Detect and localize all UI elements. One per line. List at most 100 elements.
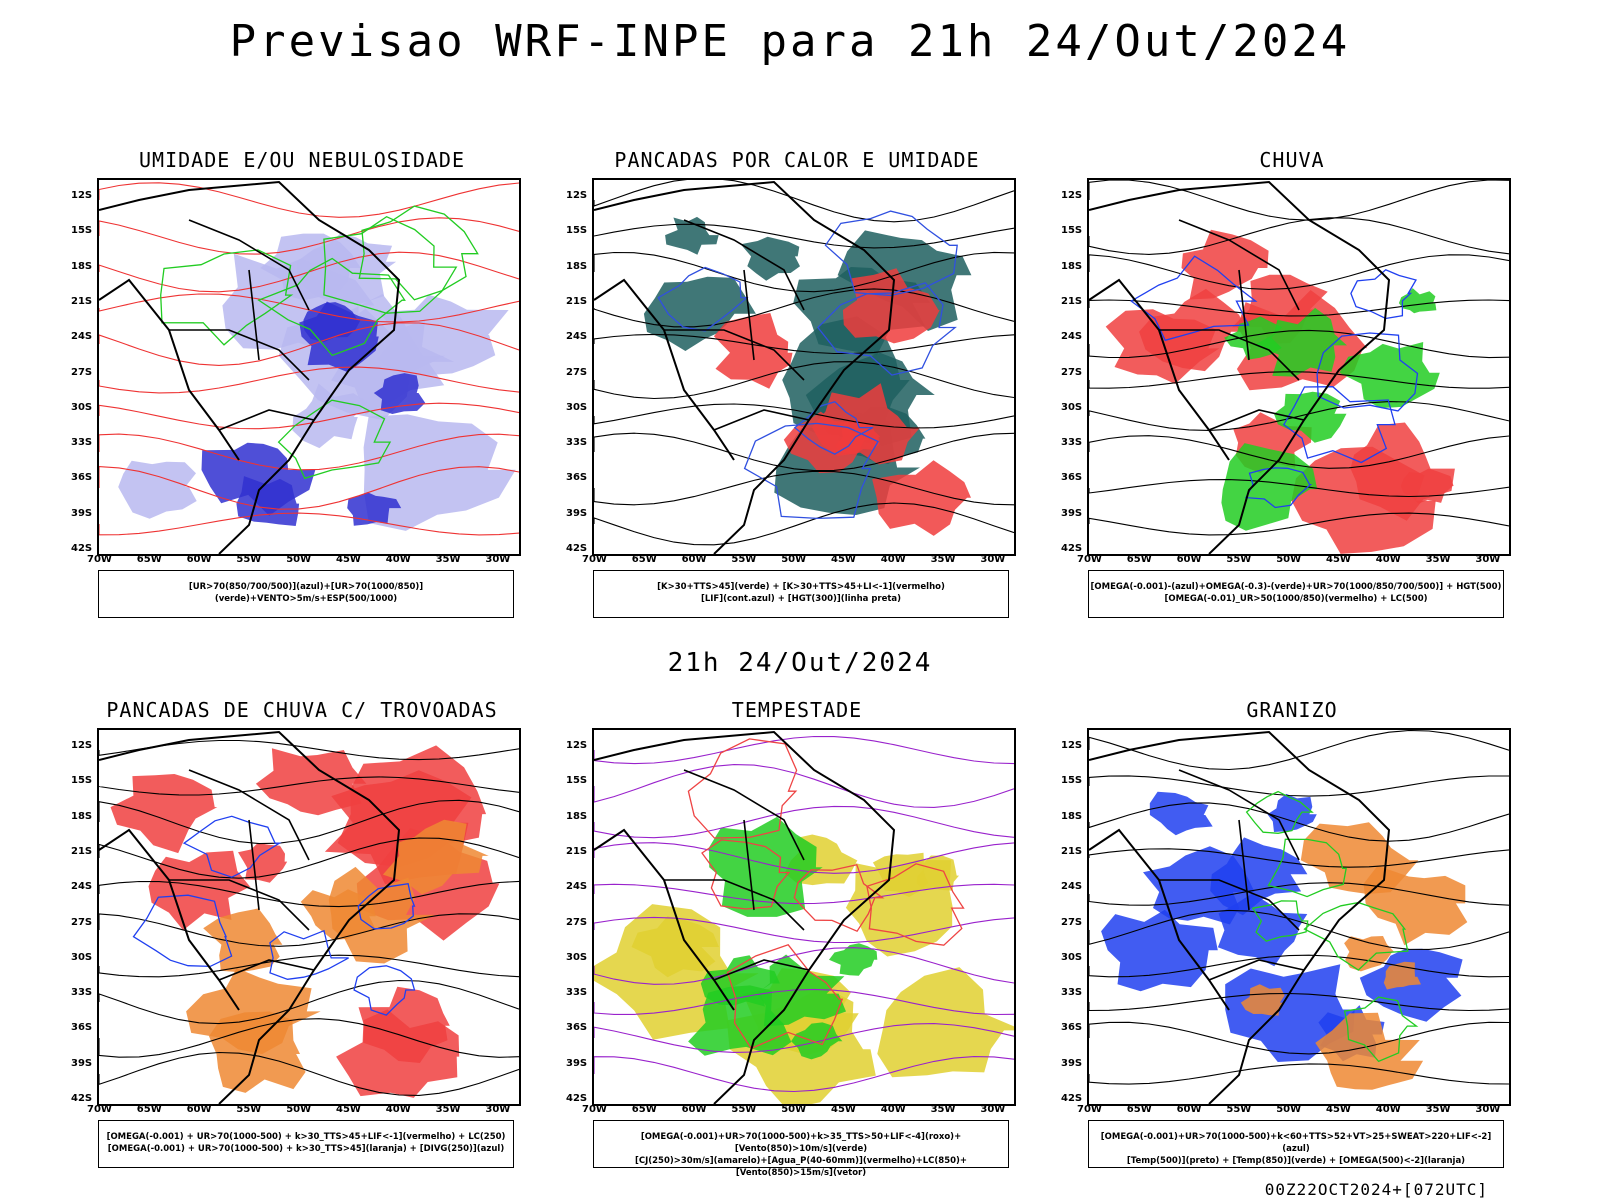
contour-line-colored xyxy=(257,257,406,357)
latitude-label: 18S xyxy=(1061,260,1083,272)
fill-area-a xyxy=(665,216,719,255)
contour-line xyxy=(594,502,1014,546)
run-timestamp: 00Z22OCT2024+[072UTC] xyxy=(1264,1180,1488,1199)
country-borders xyxy=(169,769,315,981)
contour-line xyxy=(99,466,519,510)
contour-line xyxy=(1089,512,1509,536)
contour-line xyxy=(99,322,519,366)
contour-line-colored xyxy=(182,815,282,878)
panel-title: GRANIZO xyxy=(1246,698,1338,722)
map-canvas xyxy=(1089,730,1509,1104)
contour-line-colored xyxy=(743,422,880,520)
longitude-label: 70W xyxy=(87,1104,112,1115)
latitude-label: 42S xyxy=(1061,1093,1083,1104)
coastline xyxy=(99,180,401,554)
latitude-label: 30S xyxy=(71,401,93,413)
longitude-label: 40W xyxy=(385,1104,411,1115)
longitude-label: 60W xyxy=(681,554,707,565)
longitude-label: 55W xyxy=(236,554,262,565)
contour-line-colored xyxy=(160,249,294,346)
latitude-label: 18S xyxy=(71,810,93,822)
longitude-label: 65W xyxy=(631,1104,657,1115)
longitude-label: 35W xyxy=(435,554,461,565)
latitude-label: 42S xyxy=(566,543,588,554)
contour-line xyxy=(594,180,1014,223)
fill-area-a xyxy=(110,774,218,854)
contour-line xyxy=(99,251,519,293)
longitude-label: 55W xyxy=(731,554,757,565)
contour-line xyxy=(1089,882,1509,906)
latitude-label: 27S xyxy=(566,916,588,928)
contour-line xyxy=(1089,802,1509,842)
fill-area-b xyxy=(347,492,402,526)
latitude-label: 39S xyxy=(1061,507,1083,519)
legend-line: [UR>70(850/700/500)](azul)+[UR>70(1000/8… xyxy=(188,582,424,604)
longitude-label: 70W xyxy=(582,1104,607,1115)
fill-area-b xyxy=(829,943,878,976)
fill-area-b xyxy=(756,954,846,1027)
legend-line: [OMEGA(-0.001)+UR>70(1000-500)+k>35_TTS>… xyxy=(640,1132,962,1154)
panel-legend: [K>30+TTS>45](verde) + [K>30+TTS>45+LI<-… xyxy=(593,570,1009,618)
contour-line-colored xyxy=(824,210,958,297)
contour-line-colored xyxy=(269,929,349,980)
contour-line xyxy=(594,947,1014,985)
contour-line xyxy=(99,293,519,323)
longitude-label: 45W xyxy=(831,554,856,565)
latitude-label: 30S xyxy=(71,951,93,963)
longitude-label: 30W xyxy=(485,554,511,565)
latitude-label: 12S xyxy=(71,190,93,201)
contour-line xyxy=(1089,954,1509,978)
contour-line xyxy=(594,805,1014,839)
contour-line xyxy=(1089,848,1509,868)
longitude-label: 30W xyxy=(980,1104,1006,1115)
contour-line xyxy=(1089,299,1509,317)
fill-area-a xyxy=(1101,909,1218,992)
longitude-label: 60W xyxy=(681,1104,707,1115)
latitude-label: 39S xyxy=(71,507,93,519)
panel-legend: [OMEGA(-0.001)-(azul)+OMEGA(-0.3)-(verde… xyxy=(1088,570,1504,618)
longitude-label: 55W xyxy=(1226,1104,1252,1115)
forecast-map xyxy=(592,728,1016,1106)
fill-area-b xyxy=(1300,822,1419,894)
longitude-label: 40W xyxy=(880,1104,906,1115)
forecast-map xyxy=(1087,728,1511,1106)
contour-line xyxy=(1089,435,1509,469)
contour-line-colored xyxy=(353,965,416,1016)
legend-line: [OMEGA(-0.001) + UR>70(1000-500) + k>30_… xyxy=(106,1132,506,1142)
latitude-label: 15S xyxy=(566,775,588,787)
fill-area-b xyxy=(1274,391,1347,443)
latitude-label: 27S xyxy=(71,916,93,928)
latitude-label: 24S xyxy=(566,881,588,893)
fill-area-a xyxy=(740,236,800,281)
longitude-label: 70W xyxy=(582,554,607,565)
coastline xyxy=(594,730,896,1104)
longitude-label: 40W xyxy=(385,554,411,565)
contour-line-colored xyxy=(132,894,233,968)
latitude-label: 12S xyxy=(566,190,588,201)
longitude-label: 70W xyxy=(1077,1104,1102,1115)
contour-line xyxy=(1089,730,1509,771)
map-canvas xyxy=(99,730,519,1104)
contour-line xyxy=(1089,401,1509,431)
legend-line: [OMEGA(-0.01)_UR>50(1000/850)(vermelho) … xyxy=(1164,594,1428,604)
fill-area-a xyxy=(877,967,1014,1078)
longitude-label: 60W xyxy=(1176,1104,1202,1115)
fill-area-a xyxy=(336,1009,460,1098)
fill-area-b xyxy=(203,908,283,973)
latitude-label: 33S xyxy=(566,437,588,449)
contour-line-colored xyxy=(358,205,479,301)
latitude-label: 21S xyxy=(71,295,93,307)
latitude-label: 33S xyxy=(71,987,93,999)
latitude-label: 12S xyxy=(1061,740,1083,751)
latitude-label: 21S xyxy=(71,845,93,857)
longitude-label: 65W xyxy=(1126,554,1152,565)
contour-line-colored xyxy=(1303,901,1409,971)
panel-title: CHUVA xyxy=(1259,148,1325,172)
forecast-map xyxy=(97,178,521,556)
map-canvas xyxy=(99,180,519,554)
contour-line-colored xyxy=(793,400,874,455)
fill-area-b xyxy=(1240,984,1285,1016)
legend-line: [LIF](cont.azul) + [HGT(300)](linha pret… xyxy=(700,594,902,604)
fill-area-a xyxy=(643,276,756,351)
latitude-label: 39S xyxy=(566,507,588,519)
